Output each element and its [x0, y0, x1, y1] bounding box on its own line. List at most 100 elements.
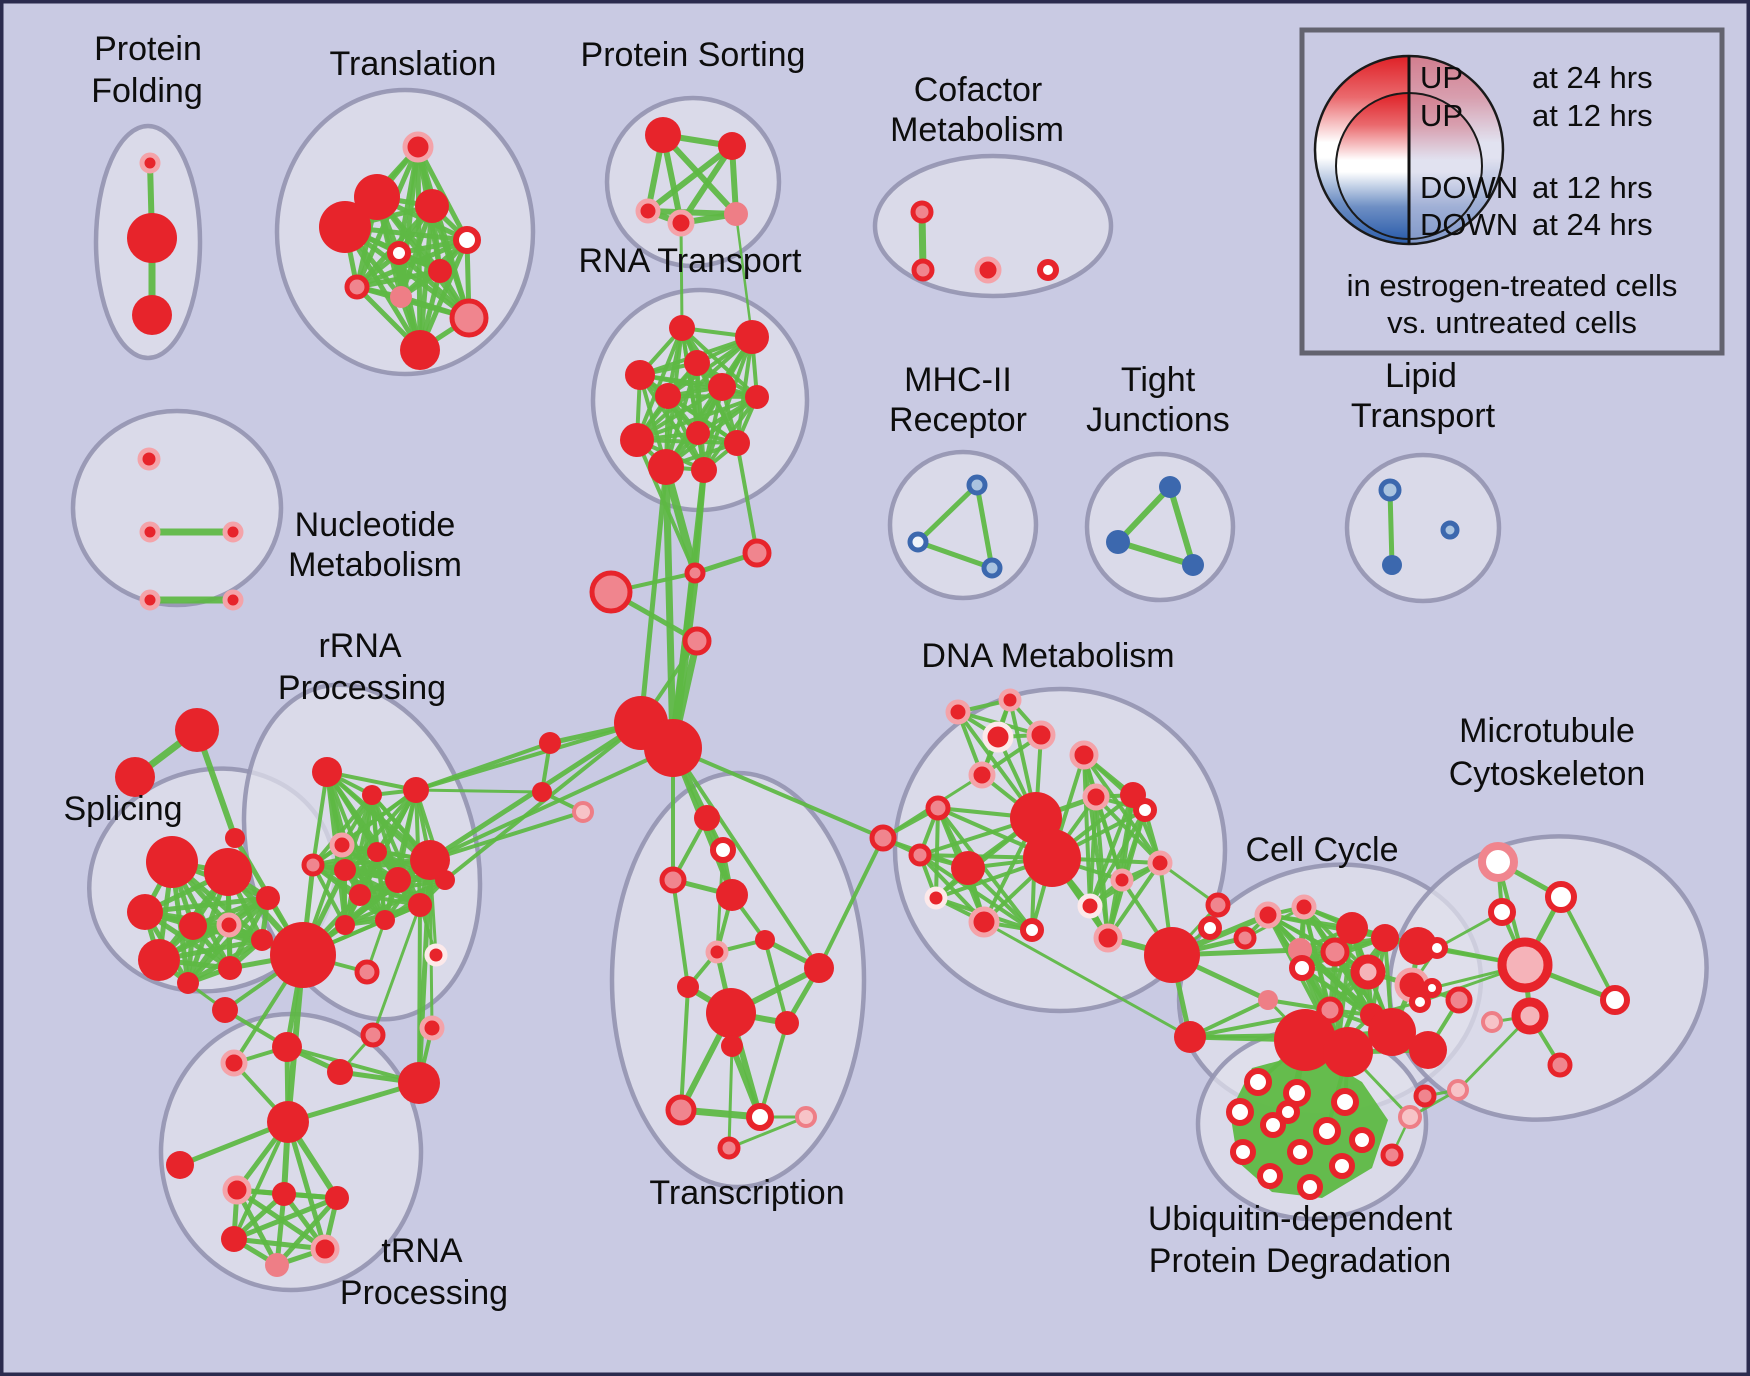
node-g3	[220, 1049, 248, 1077]
label-lipid-transport: Transport	[1351, 397, 1496, 435]
nodes-layer	[115, 117, 1630, 1277]
node-c1	[1254, 901, 1282, 929]
node-sp2	[204, 848, 252, 896]
edge	[1167, 484, 1196, 568]
edge	[285, 1080, 422, 1125]
node-d16	[1020, 918, 1044, 942]
label-microtubule-cytoskeleton: Microtubule	[1459, 712, 1635, 750]
edge	[679, 221, 684, 330]
edge	[1094, 795, 1162, 865]
node-m10	[1413, 1084, 1437, 1108]
label-nucleotide-metabolism: Metabolism	[288, 546, 462, 584]
node-d4	[968, 761, 996, 789]
node-mh1	[966, 474, 988, 496]
node-dr2	[1198, 916, 1222, 940]
node-x1	[175, 708, 219, 752]
node-c7	[1320, 937, 1350, 967]
node-rr10	[349, 884, 371, 906]
node-g2	[272, 1032, 302, 1062]
node-t6	[387, 241, 411, 265]
node-rr5	[301, 853, 325, 877]
label-protein-sorting: Protein Sorting	[581, 36, 806, 74]
node-d23	[945, 699, 971, 725]
legend-time-1: at 12 hrs	[1532, 98, 1653, 133]
node-sp1	[146, 836, 198, 888]
node-rr14	[424, 943, 448, 967]
node-rt11	[648, 449, 684, 485]
node-u15	[1380, 1143, 1404, 1167]
cluster-labels-layer: Protein Folding Translation Protein Sorting…	[63, 30, 1645, 1312]
node-cf3	[974, 256, 1002, 284]
node-tx10	[775, 1011, 799, 1035]
label-trna-processing: Processing	[340, 1274, 508, 1312]
node-tx8	[804, 953, 834, 983]
node-rr9	[385, 867, 411, 893]
node-ps4	[667, 209, 695, 237]
edge	[671, 878, 690, 989]
node-c3	[1336, 912, 1368, 944]
node-rt2	[735, 320, 769, 354]
node-d22	[998, 688, 1022, 712]
node-tr5	[310, 1234, 340, 1264]
cluster-mhc-ii-receptor-ellipse	[887, 449, 1039, 601]
legend-caption: vs. untreated cells	[1387, 305, 1637, 340]
edge	[982, 920, 1192, 1039]
legend-direction-0: UP	[1420, 60, 1463, 95]
edge	[185, 895, 271, 986]
node-s1	[539, 732, 561, 754]
edge	[664, 395, 759, 469]
node-t7	[428, 259, 452, 283]
node-ps5	[724, 202, 748, 226]
node-rr3	[403, 777, 429, 803]
node-w2	[1422, 978, 1442, 998]
node-tr_i	[166, 1151, 194, 1179]
edge	[635, 326, 684, 442]
edge	[231, 1236, 328, 1252]
node-j2	[742, 538, 772, 568]
edge	[915, 482, 980, 545]
node-d15	[968, 906, 1000, 938]
edge	[662, 463, 677, 752]
node-nu4	[139, 589, 161, 611]
node-sp4	[179, 912, 207, 940]
edge	[645, 143, 735, 214]
node-rr16	[435, 870, 455, 890]
node-sp7	[218, 956, 242, 980]
edge	[666, 394, 739, 445]
node-rt5	[655, 383, 681, 409]
label-mhc-ii-receptor: Receptor	[889, 401, 1027, 439]
node-c2	[1291, 894, 1317, 920]
node-sp8	[177, 972, 199, 994]
node-c19	[1445, 986, 1473, 1014]
label-splicing: Splicing	[63, 790, 182, 828]
cluster-nucleotide-metabolism-ellipse	[70, 408, 284, 608]
node-u11	[1257, 1163, 1283, 1189]
node-rt1	[669, 315, 695, 341]
edge	[638, 464, 669, 726]
edge	[1088, 795, 1098, 908]
edge	[934, 806, 940, 900]
node-c10	[1289, 955, 1315, 981]
node-rt4	[684, 350, 710, 376]
edge	[1559, 895, 1617, 1002]
edge	[428, 810, 585, 862]
node-c16	[1368, 1008, 1416, 1056]
label-dna-metabolism: DNA Metabolism	[921, 637, 1174, 675]
label-rrna-processing: Processing	[278, 669, 446, 707]
label-tight-junctions: Junctions	[1086, 401, 1230, 439]
node-g1	[212, 997, 238, 1023]
node-u4	[1226, 1098, 1254, 1126]
edge	[974, 482, 995, 571]
node-rr4	[329, 832, 355, 858]
node-u14	[1398, 1105, 1422, 1129]
edge	[670, 467, 707, 751]
node-d2	[1026, 720, 1056, 750]
edge	[679, 985, 690, 1112]
node-x2	[115, 757, 155, 797]
edge	[417, 903, 422, 1085]
label-nucleotide-metabolism: Nucleotide	[295, 506, 456, 544]
node-h2	[644, 719, 702, 777]
node-rr2	[362, 785, 382, 805]
node-tx7	[677, 976, 699, 998]
